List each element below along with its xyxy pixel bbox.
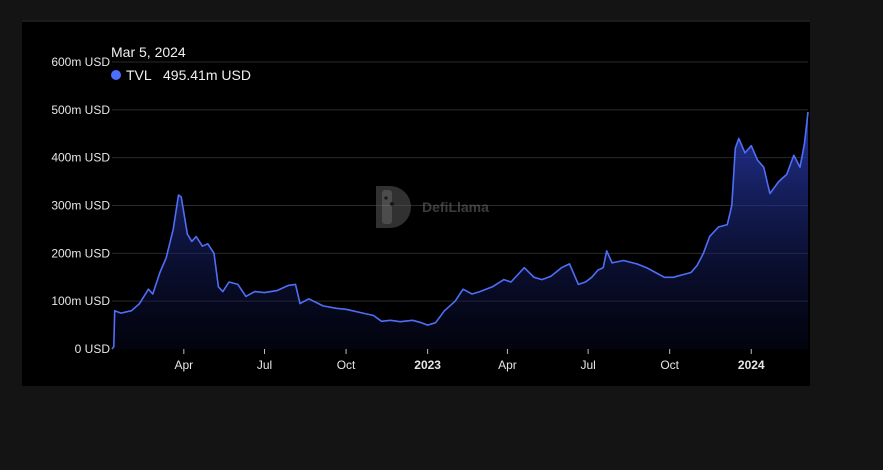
tooltip-date: Mar 5, 2024 [111,44,186,60]
llama-logo-icon [376,186,411,228]
x-tick-label: 2024 [738,358,765,372]
y-tick-label: 200m USD [51,246,110,260]
y-axis: 0 USD 100m USD 200m USD 300m USD 400m USD 500… [51,55,110,356]
y-tick-label: 600m USD [51,55,110,69]
x-axis: Apr Jul Oct 2023 Apr Jul Oct 2024 [174,349,765,372]
series-marker-icon [111,70,121,80]
x-tick-label: Jul [580,358,595,372]
x-tick-label: Apr [174,358,193,372]
x-tick-label: Oct [337,358,356,372]
tooltip-value: 495.41m USD [163,67,251,83]
watermark-text: DefiLlama [422,199,489,215]
tvl-series-line [111,111,809,350]
y-tick-label: 100m USD [51,294,110,308]
defillama-watermark: DefiLlama [376,186,489,228]
y-tick-label: 0 USD [75,342,111,356]
tvl-area-fill [112,112,808,349]
frame-edge [22,20,810,22]
y-tick-label: 400m USD [51,151,110,165]
x-tick-label: Oct [660,358,679,372]
hover-tooltip: Mar 5, 2024 TVL 495.41m USD [111,44,251,83]
x-tick-label: Apr [498,358,517,372]
x-tick-label: 2023 [414,358,441,372]
y-tick-label: 500m USD [51,103,110,117]
tooltip-series-name: TVL [126,67,152,83]
x-tick-label: Jul [257,358,272,372]
y-tick-label: 300m USD [51,199,110,213]
